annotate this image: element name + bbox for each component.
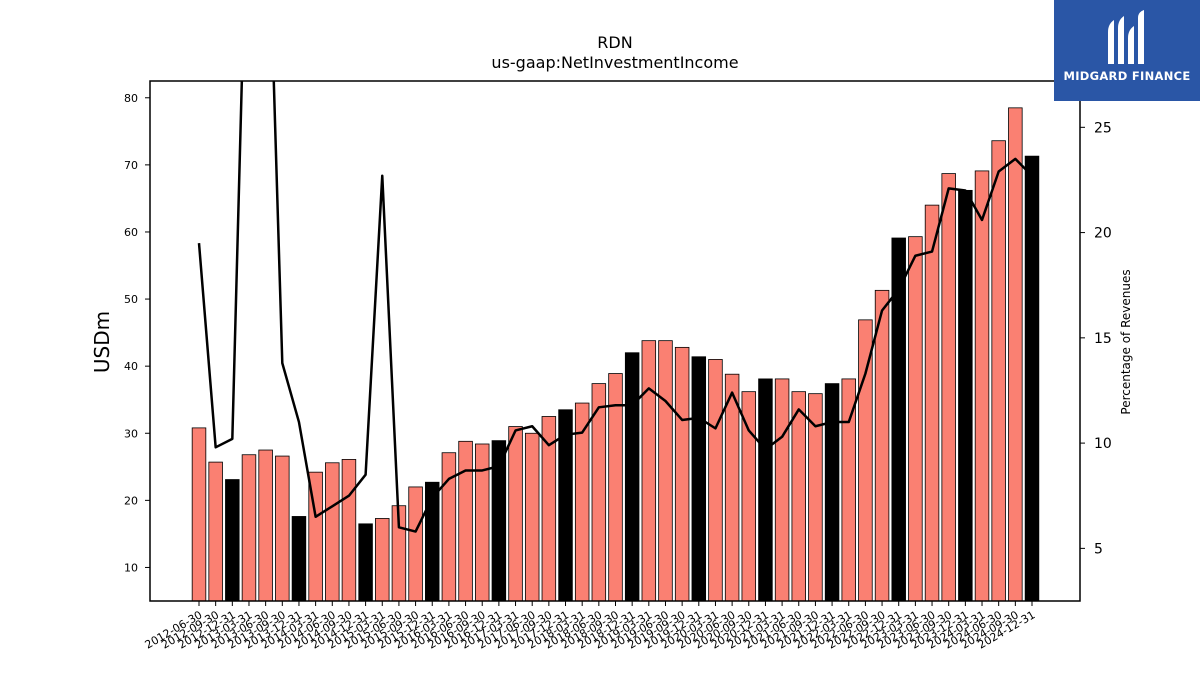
y2-tick-label-25: 25 (1094, 120, 1112, 136)
revenue-percentage-line (197, 81, 1033, 533)
bar-2015-03-31 (375, 518, 390, 602)
bar-2024-09-30 (1008, 107, 1023, 602)
y-tick-label-20: 20 (124, 494, 138, 507)
bar-2014-12-31 (358, 523, 373, 602)
bar-2015-09-30 (408, 486, 423, 602)
bar-2016-03-31 (441, 452, 457, 602)
x-axis: 2012-06-302012-09-302012-12-312013-03-31… (143, 601, 1038, 652)
y-tick-label-60: 60 (124, 226, 138, 239)
bar-2012-09-30 (208, 461, 223, 602)
bar-2024-06-30 (991, 140, 1006, 602)
y2-tick-label-5: 5 (1094, 541, 1103, 557)
y-tick-label-40: 40 (124, 360, 138, 373)
bar-2016-09-30 (474, 443, 490, 602)
bar-2013-12-31 (291, 516, 307, 602)
chart-subtitle: us-gaap:NetInvestmentIncome (491, 53, 738, 72)
bar-2012-06-30 (191, 427, 207, 602)
bar-2022-03-31 (841, 378, 856, 602)
y2-tick-label-20: 20 (1094, 226, 1112, 242)
bar-2014-06-30 (325, 462, 340, 602)
bar-2024-12-31 (1024, 155, 1040, 602)
bar-2023-12-31 (958, 189, 973, 602)
bar-2021-06-30 (791, 391, 806, 602)
bar-2012-12-31 (225, 479, 240, 602)
y-axis-label: USDm (90, 311, 114, 373)
bar-2017-06-30 (524, 432, 540, 602)
bar-2013-03-31 (241, 454, 257, 602)
bar-2021-12-31 (824, 383, 840, 602)
logo-mark-icon (1108, 10, 1144, 64)
y-tick-label-80: 80 (124, 92, 138, 105)
bar-2023-03-31 (908, 236, 923, 602)
y-tick-label-50: 50 (124, 293, 138, 306)
bar-2013-09-30 (275, 455, 290, 602)
bar-2019-03-31 (641, 340, 657, 602)
y-axis-right: 5 10 15 20 25 (1080, 120, 1112, 557)
y-axis-left: 10 20 30 40 50 60 70 80 (124, 92, 150, 574)
bar-2018-12-31 (624, 352, 640, 602)
bar-2022-09-30 (874, 289, 890, 602)
bar-2020-06-30 (724, 373, 740, 602)
chart-title: RDN (597, 33, 632, 52)
bar-2016-06-30 (458, 440, 473, 602)
bar-2013-06-30 (258, 449, 273, 602)
bar-2020-09-30 (741, 391, 757, 602)
bar-2023-09-30 (941, 173, 956, 602)
y-tick-label-10: 10 (124, 561, 138, 574)
bar-2022-06-30 (858, 319, 873, 602)
bar-2014-09-30 (341, 459, 357, 602)
midgard-finance-logo: MIDGARD FINANCE (1054, 0, 1200, 101)
bar-2018-09-30 (608, 373, 623, 602)
bar-2022-12-31 (891, 237, 906, 602)
logo-text: MIDGARD FINANCE (1063, 69, 1191, 83)
bar-2019-12-31 (691, 356, 707, 602)
bars-group (191, 107, 1040, 602)
bar-2019-09-30 (674, 346, 690, 602)
y2-tick-label-10: 10 (1094, 436, 1112, 452)
bar-2017-03-31 (508, 426, 523, 602)
y2-tick-label-15: 15 (1094, 331, 1112, 347)
y-tick-label-70: 70 (124, 159, 138, 172)
bar-2021-03-31 (774, 378, 790, 602)
y-tick-label-30: 30 (124, 427, 138, 440)
bar-2024-03-31 (974, 170, 990, 602)
bar-2020-12-31 (758, 378, 773, 602)
y2-axis-label: Percentage of Revenues (1119, 269, 1133, 414)
bar-2020-03-31 (708, 359, 723, 602)
bar-2019-06-30 (658, 340, 673, 602)
bar-2023-06-30 (924, 204, 940, 602)
